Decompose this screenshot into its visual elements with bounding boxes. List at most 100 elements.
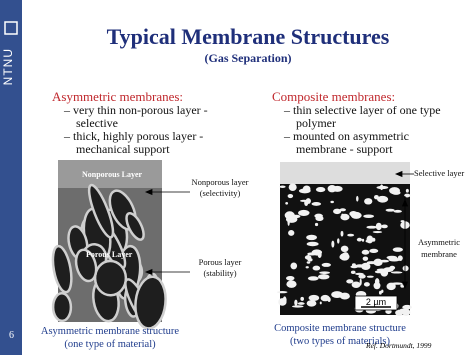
texture bbox=[339, 292, 350, 300]
texture bbox=[297, 302, 305, 305]
caption: (two types of materials) bbox=[289, 336, 390, 347]
annotation: Porous layer bbox=[198, 257, 242, 267]
bullet: – thick, highly porous layer - bbox=[64, 129, 204, 143]
annotation: Selective layer bbox=[414, 168, 465, 178]
texture bbox=[285, 201, 289, 205]
sem-composite bbox=[280, 162, 410, 315]
bullet: polymer bbox=[296, 116, 336, 130]
sidebar bbox=[0, 0, 22, 355]
annotation: membrane bbox=[421, 249, 457, 259]
texture bbox=[379, 259, 390, 263]
texture bbox=[308, 294, 320, 301]
bullet: – very thin non-porous layer - bbox=[64, 103, 208, 117]
heading: Composite membranes: bbox=[272, 89, 396, 104]
texture bbox=[373, 194, 379, 200]
caption: Composite membrane structure bbox=[274, 323, 406, 334]
texture bbox=[380, 268, 389, 277]
texture bbox=[402, 304, 412, 310]
texture bbox=[340, 213, 350, 221]
texture bbox=[354, 272, 364, 276]
reference: Ref. Dortmundt, 1999 bbox=[366, 341, 432, 350]
texture bbox=[340, 230, 344, 237]
heading: Asymmetric membranes: bbox=[52, 89, 184, 104]
texture bbox=[359, 278, 362, 286]
title: Typical Membrane Structures bbox=[106, 24, 390, 49]
texture bbox=[288, 230, 295, 236]
texture bbox=[314, 222, 319, 227]
texture bbox=[306, 300, 317, 307]
texture bbox=[319, 301, 322, 305]
texture bbox=[340, 245, 349, 253]
annotation: (stability) bbox=[203, 268, 237, 278]
texture bbox=[315, 187, 326, 193]
texture bbox=[330, 200, 334, 204]
texture bbox=[369, 248, 379, 254]
texture bbox=[366, 235, 374, 244]
texture bbox=[306, 261, 311, 264]
texture bbox=[298, 209, 310, 217]
texture bbox=[300, 296, 304, 301]
texture bbox=[392, 247, 403, 252]
bullet: membrane - support bbox=[296, 142, 393, 156]
annotation: Asymmetric bbox=[417, 237, 461, 247]
texture bbox=[378, 290, 382, 295]
texture bbox=[290, 262, 298, 270]
selective-layer bbox=[280, 162, 410, 184]
logo-text: NTNU bbox=[1, 48, 15, 86]
texture bbox=[339, 255, 343, 260]
texture bbox=[304, 255, 312, 260]
texture bbox=[402, 265, 409, 272]
texture bbox=[361, 249, 370, 255]
texture bbox=[363, 214, 375, 218]
texture bbox=[351, 281, 361, 288]
texture bbox=[356, 195, 359, 202]
texture bbox=[389, 265, 396, 270]
texture bbox=[317, 274, 330, 280]
page-number: 6 bbox=[9, 330, 14, 341]
texture bbox=[350, 270, 356, 274]
texture bbox=[333, 208, 342, 215]
caption: Asymmetric membrane structure bbox=[40, 326, 180, 337]
texture bbox=[315, 215, 324, 221]
texture bbox=[363, 282, 370, 287]
texture bbox=[319, 271, 330, 275]
texture bbox=[395, 309, 404, 316]
texture bbox=[391, 190, 401, 195]
bullet: mechanical support bbox=[76, 142, 170, 156]
annotation: (selectivity) bbox=[199, 188, 241, 198]
texture bbox=[405, 188, 409, 193]
texture bbox=[366, 225, 378, 229]
texture bbox=[291, 214, 301, 219]
texture bbox=[372, 230, 383, 234]
texture bbox=[134, 275, 167, 330]
texture bbox=[288, 183, 297, 192]
texture bbox=[87, 183, 115, 239]
texture bbox=[347, 233, 355, 237]
texture bbox=[361, 262, 371, 271]
texture bbox=[276, 291, 288, 294]
bullet: – thin selective layer of one type bbox=[284, 103, 441, 117]
texture bbox=[51, 244, 73, 294]
texture bbox=[385, 208, 395, 212]
texture bbox=[342, 252, 349, 258]
texture bbox=[393, 209, 402, 213]
texture bbox=[312, 265, 321, 271]
texture bbox=[373, 282, 381, 290]
bullet: selective bbox=[76, 116, 118, 130]
texture bbox=[294, 299, 298, 306]
texture bbox=[305, 266, 309, 269]
texture bbox=[390, 271, 403, 274]
texture bbox=[361, 238, 365, 242]
annotation: Nonporous layer bbox=[191, 177, 249, 187]
texture bbox=[404, 193, 411, 198]
texture bbox=[339, 208, 346, 212]
texture bbox=[356, 237, 363, 242]
texture bbox=[311, 202, 322, 206]
bullet: – mounted on asymmetric bbox=[284, 129, 409, 143]
texture bbox=[320, 294, 330, 302]
texture bbox=[287, 218, 290, 226]
texture bbox=[306, 234, 318, 241]
texture bbox=[321, 262, 331, 267]
scale-label: 2 µm bbox=[365, 297, 387, 307]
